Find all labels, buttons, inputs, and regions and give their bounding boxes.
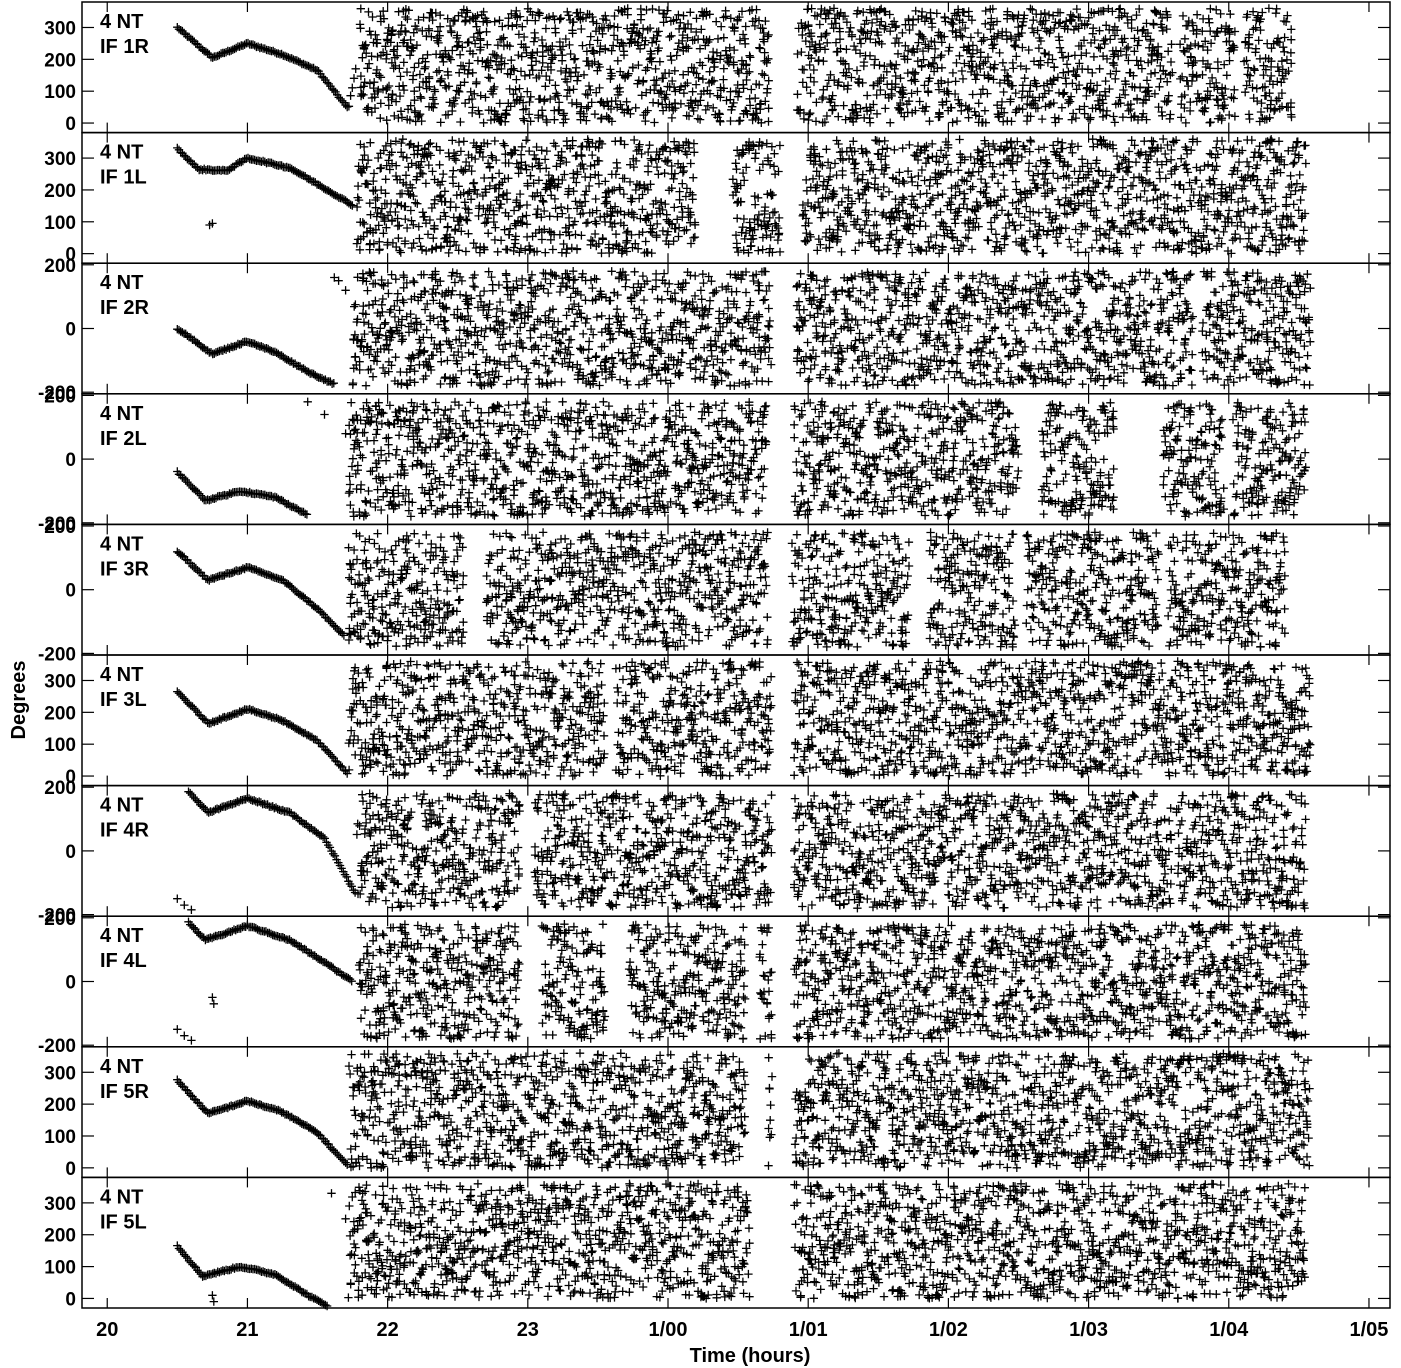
y-tick-label: 0: [65, 581, 76, 602]
x-tick-label: 21: [236, 1319, 258, 1341]
y-tick-label: 200: [44, 386, 76, 407]
panel-label: 4 NT: [100, 403, 143, 425]
panel-label: IF 2L: [100, 428, 147, 450]
panel-3: -200 0 200 4 NT IF 2R: [38, 256, 1391, 404]
data-points: [173, 134, 1310, 258]
y-tick-label: 300: [44, 671, 76, 692]
panel-7: -200 0 200 4 NT IF 4R: [38, 778, 1391, 927]
x-tick-label: 1/02: [929, 1319, 968, 1341]
panel-4: -200 0 200 4 NT IF 2L: [38, 386, 1391, 535]
panel-frame: [81, 393, 1391, 526]
data-points: [173, 528, 1289, 652]
y-tick-label: 200: [44, 909, 76, 930]
data-points: [173, 397, 1310, 521]
panel-10: 0 100 200 300 4 NT IF 5L: [44, 1176, 1391, 1311]
panel-5: -200 0 200 4 NT IF 3R: [38, 517, 1391, 665]
y-tick-label: 100: [44, 735, 76, 756]
x-tick-label: 1/05: [1350, 1319, 1389, 1341]
y-tick-label: -200: [38, 383, 76, 404]
panel-label: IF 5L: [100, 1211, 147, 1233]
y-tick-label: 100: [44, 1127, 76, 1148]
panel-2: 0 100 200 300 4 NT IF 1L: [44, 131, 1391, 266]
y-tick-label: 0: [65, 450, 76, 471]
x-tick-label: 1/00: [649, 1319, 688, 1341]
x-axis-label: Time (hours): [690, 1345, 811, 1367]
panel-8: -200 0 200 4 NT IF 4L: [38, 909, 1391, 1057]
data-points: [173, 267, 1315, 390]
y-tick-label: 0: [65, 245, 76, 266]
panel-label: 4 NT: [100, 272, 143, 294]
data-points: [173, 1049, 1314, 1172]
y-tick-label: 200: [44, 181, 76, 202]
panel-frame: [81, 1176, 1391, 1309]
y-tick-label: 0: [65, 320, 76, 341]
panel-label: 4 NT: [100, 533, 143, 555]
panel-9: 0 100 200 300 4 NT IF 5R: [44, 1046, 1391, 1180]
y-tick-label: 200: [44, 703, 76, 724]
x-tick-label: 23: [517, 1319, 539, 1341]
panel-6: 0 100 200 300 4 NT IF 3L: [44, 654, 1391, 788]
panel-label: IF 4L: [100, 950, 147, 972]
y-tick-label: 100: [44, 213, 76, 234]
x-tick-label: 1/03: [1069, 1319, 1108, 1341]
panels: 0 100 200 300 4 NT IF 1R 0 100 200 300 4 NT IF 1L -2…: [38, 1, 1391, 1311]
y-tick-label: 0: [65, 1159, 76, 1180]
x-tick-label: 20: [96, 1319, 118, 1341]
y-tick-label: 0: [65, 842, 76, 863]
data-points: [173, 787, 1310, 914]
panel-label: 4 NT: [100, 11, 143, 33]
y-tick-label: 200: [44, 1226, 76, 1247]
y-tick-label: 200: [44, 50, 76, 71]
y-tick-label: 200: [44, 256, 76, 277]
y-tick-label: 300: [44, 18, 76, 39]
y-tick-label: -200: [38, 906, 76, 927]
y-tick-label: 200: [44, 778, 76, 799]
panel-label: 4 NT: [100, 925, 143, 947]
panel-label: IF 1R: [100, 36, 149, 58]
y-tick-label: 0: [65, 114, 76, 135]
panel-label: IF 3R: [100, 558, 149, 580]
panel-label: 4 NT: [100, 142, 143, 164]
y-tick-label: 0: [65, 973, 76, 994]
x-tick-label: 1/01: [789, 1319, 828, 1341]
y-tick-label: 300: [44, 1063, 76, 1084]
panel-label: IF 4R: [100, 820, 149, 842]
y-tick-label: 100: [44, 1258, 76, 1279]
y-tick-label: -200: [38, 644, 76, 665]
panel-frame: [81, 1, 1391, 134]
y-tick-label: 300: [44, 1194, 76, 1215]
data-points: [173, 917, 1310, 1045]
y-tick-label: 100: [44, 82, 76, 103]
panel-label: IF 2R: [100, 297, 149, 319]
data-points: [173, 1179, 1309, 1311]
panel-label: 4 NT: [100, 664, 143, 686]
data-points: [173, 4, 1296, 128]
y-tick-label: -200: [38, 1036, 76, 1057]
x-axis-tick-labels: 20 21 22 23 1/00 1/01 1/02 1/03 1/04 1/05: [96, 1319, 1388, 1341]
panel-label: 4 NT: [100, 1186, 143, 1208]
panel-label: IF 1L: [100, 167, 147, 189]
panel-1: 0 100 200 300 4 NT IF 1R: [44, 1, 1391, 135]
y-axis-label: Degrees: [8, 661, 30, 740]
data-points: [173, 657, 1315, 781]
panel-label: 4 NT: [100, 1056, 143, 1078]
panel-label: 4 NT: [100, 795, 143, 817]
y-tick-label: 300: [44, 149, 76, 170]
panel-label: IF 5R: [100, 1081, 149, 1103]
y-tick-label: 200: [44, 517, 76, 538]
y-tick-label: -200: [38, 514, 76, 535]
panel-label: IF 3L: [100, 689, 147, 711]
y-tick-label: 0: [65, 1289, 76, 1310]
x-tick-label: 22: [376, 1319, 398, 1341]
y-tick-label: 200: [44, 1095, 76, 1116]
x-tick-label: 1/04: [1209, 1319, 1249, 1341]
y-tick-label: 0: [65, 767, 76, 788]
